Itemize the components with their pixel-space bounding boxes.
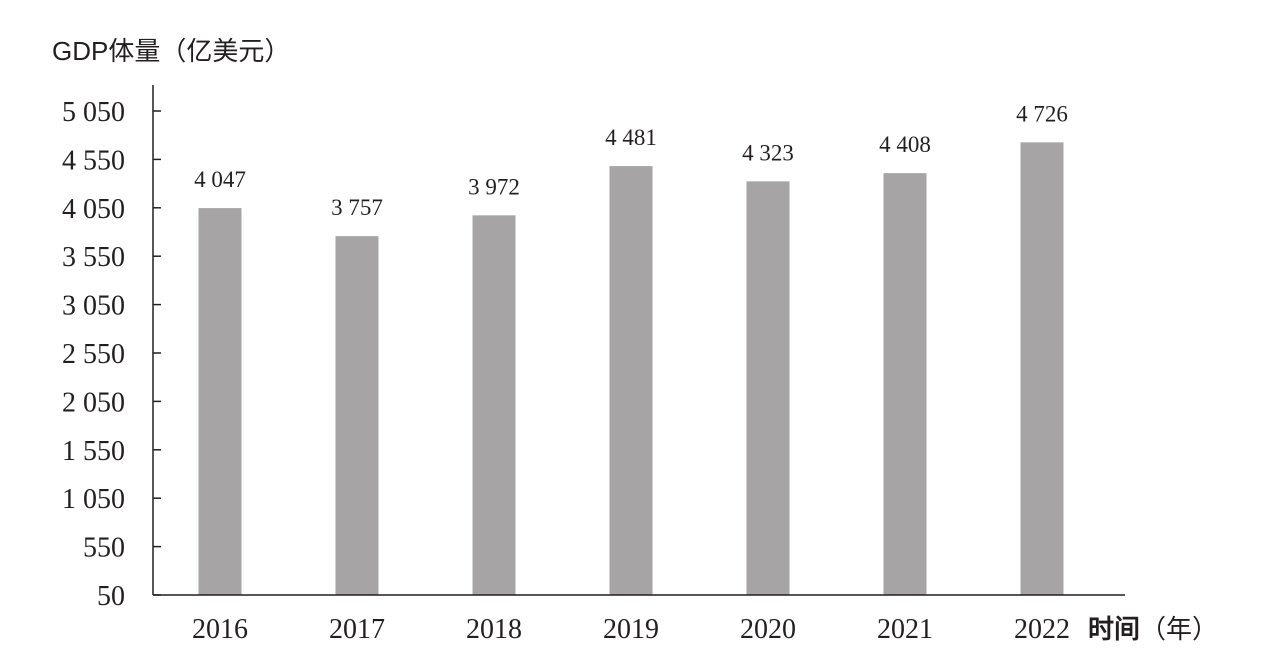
x-tick-label: 2019 <box>603 614 659 645</box>
data-label-2021: 4 408 <box>879 132 931 157</box>
y-axis-ticks: 50 550 1 050 1 550 2 050 2 550 3 050 3 550 4 050… <box>62 97 161 612</box>
y-axis-title: GDP体量（亿美元） <box>52 36 290 66</box>
data-label-2018: 3 972 <box>468 174 520 199</box>
x-tick-label: 2021 <box>877 614 933 645</box>
x-tick-label: 2016 <box>192 614 248 645</box>
bar-2020 <box>746 181 790 595</box>
x-axis-title-main: 时间 <box>1088 614 1140 644</box>
y-tick-label: 2 550 <box>62 339 125 370</box>
y-tick-label: 1 050 <box>62 484 125 515</box>
x-axis-title-unit: （年） <box>1140 614 1218 644</box>
y-tick-label: 3 050 <box>62 291 125 322</box>
bar-2021 <box>883 173 927 595</box>
bar-2019 <box>609 166 653 595</box>
bar-2022 <box>1020 142 1064 595</box>
bar-2016 <box>198 208 242 595</box>
data-label-2020: 4 323 <box>742 140 794 165</box>
x-tick-label: 2017 <box>329 614 385 645</box>
x-axis-title: 时间（年） <box>1088 614 1218 644</box>
bar-2018 <box>472 215 516 595</box>
data-label-2017: 3 757 <box>331 195 383 220</box>
bars-group: 4 047 3 757 3 972 4 481 4 323 4 408 4 726 <box>194 101 1068 595</box>
x-tick-label: 2018 <box>466 614 522 645</box>
y-tick-label: 3 550 <box>62 242 125 273</box>
x-axis-ticks: 2016 2017 2018 2019 2020 2021 2022 <box>192 614 1070 645</box>
data-label-2022: 4 726 <box>1016 101 1068 126</box>
y-tick-label: 5 050 <box>62 97 125 128</box>
bar-2017 <box>335 236 379 595</box>
y-tick-label: 4 550 <box>62 145 125 176</box>
y-tick-label: 4 050 <box>62 194 125 225</box>
y-tick-label: 550 <box>83 533 125 564</box>
y-tick-label: 2 050 <box>62 387 125 418</box>
y-tick-label: 50 <box>97 581 125 612</box>
x-tick-label: 2020 <box>740 614 796 645</box>
x-tick-label: 2022 <box>1014 614 1070 645</box>
data-label-2016: 4 047 <box>194 167 246 192</box>
y-tick-label: 1 550 <box>62 436 125 467</box>
data-label-2019: 4 481 <box>605 125 657 150</box>
